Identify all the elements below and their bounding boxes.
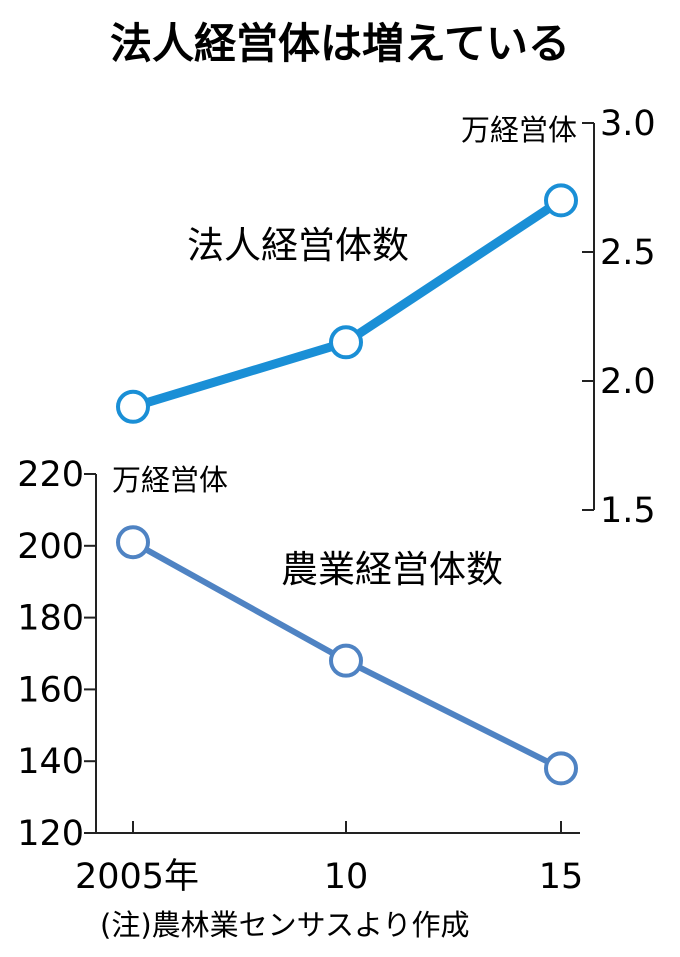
y-tick-label: 1.5: [600, 491, 656, 531]
x-axis: 2005年 10 15: [75, 821, 583, 897]
data-point: [544, 751, 578, 786]
data-point: [116, 525, 150, 560]
y-tick-label: 2.0: [600, 362, 656, 402]
data-point: [329, 325, 363, 360]
y-tick-label: 200: [17, 527, 84, 567]
x-tick-label: 10: [324, 857, 369, 897]
y-tick-label: 120: [17, 814, 84, 854]
right-axis-unit: 万経営体: [461, 113, 577, 147]
right-y-axis: 万経営体 3.0 2.5 2.0 1.5: [461, 104, 656, 531]
data-point: [544, 183, 578, 218]
series-label-nougyou: 農業経営体数: [281, 548, 503, 591]
y-tick-label: 160: [17, 670, 84, 710]
data-point: [116, 389, 150, 424]
y-tick-label: 3.0: [600, 104, 656, 144]
y-tick-label: 140: [17, 742, 84, 782]
chart-title: 法人経営体は増えている: [110, 19, 570, 68]
data-point: [329, 643, 363, 678]
y-tick-label: 180: [17, 599, 84, 639]
series-label-houjin: 法人経営体数: [187, 224, 409, 267]
y-tick-label: 2.5: [600, 233, 656, 273]
y-tick-label: 220: [17, 455, 84, 495]
source-note: (注)農林業センサスより作成: [100, 908, 469, 942]
x-tick-label: 2005年: [75, 857, 199, 897]
left-axis-unit: 万経営体: [112, 463, 228, 497]
x-tick-label: 15: [539, 857, 584, 897]
series-layer: [116, 183, 578, 786]
left-y-axis: 万経営体 220 200 180 160 140 120: [17, 455, 228, 854]
